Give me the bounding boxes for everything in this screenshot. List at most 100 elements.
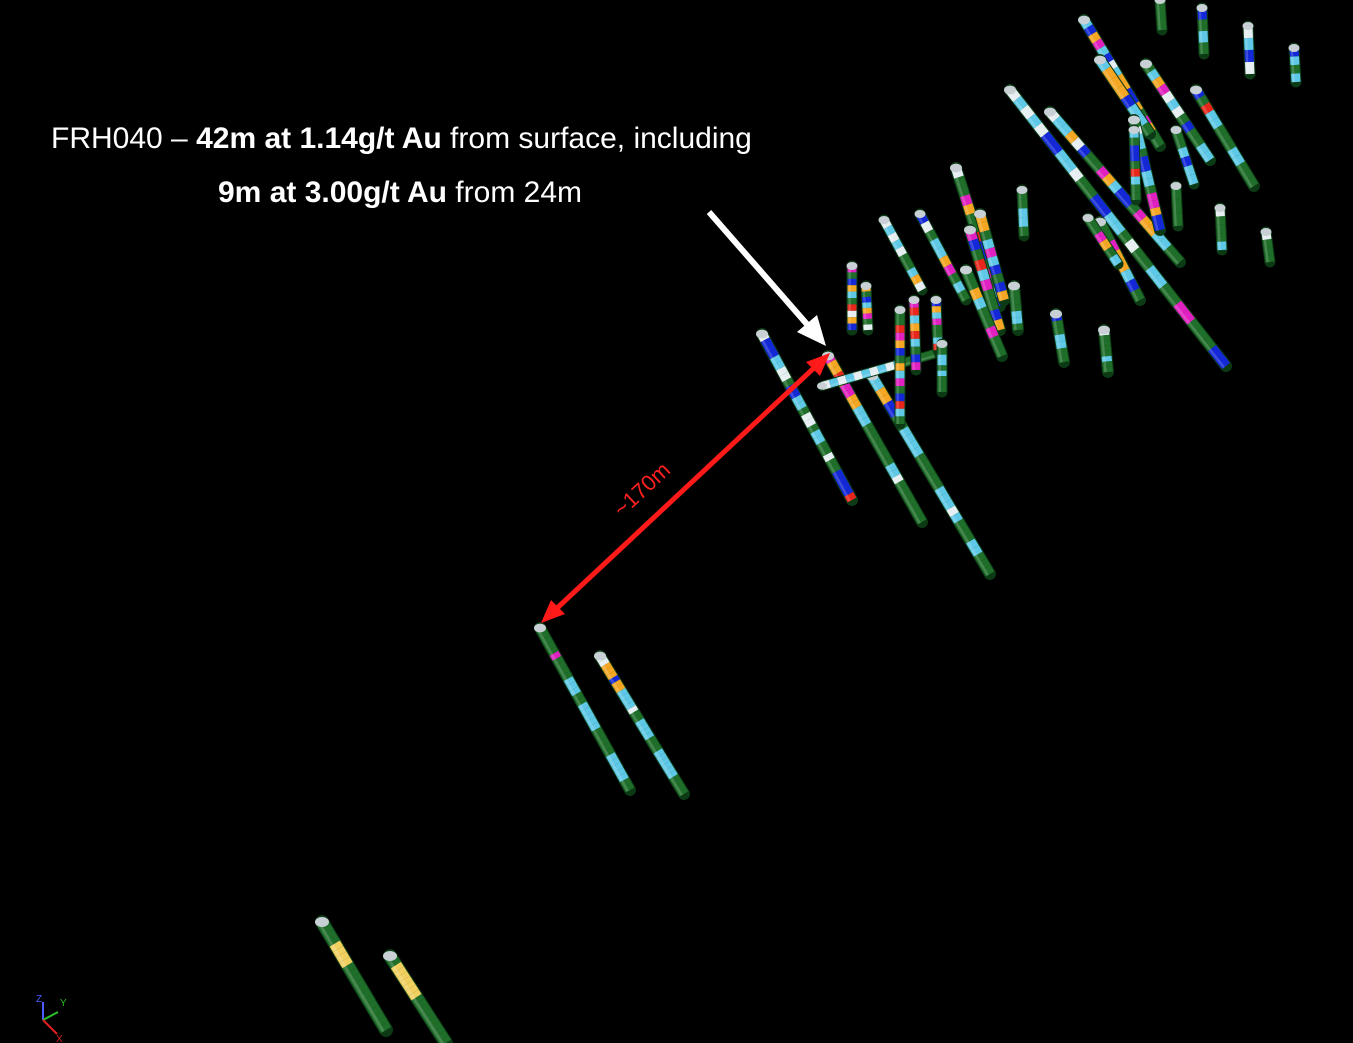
drillhole-interval <box>804 417 817 428</box>
drillhole-trace <box>1140 58 1216 166</box>
drillhole-interval <box>1156 19 1167 31</box>
drillhole-interval <box>1070 137 1085 151</box>
drillhole-interval <box>1102 361 1113 368</box>
drillhole-interval <box>1110 220 1126 236</box>
drillhole-interval <box>891 238 904 251</box>
pointer-arrow <box>706 210 826 346</box>
drillhole-interval <box>942 498 955 511</box>
drillhole-interval <box>598 657 610 668</box>
drillhole-interval <box>1052 115 1067 130</box>
drillhole-interval <box>1075 175 1091 192</box>
drillhole-interval <box>1108 75 1123 91</box>
drillhole-collar <box>1004 85 1016 95</box>
drillhole-interval <box>555 661 567 671</box>
drillhole-interval <box>560 671 573 682</box>
drillhole-interval <box>1061 158 1077 174</box>
drillhole-interval <box>597 736 610 747</box>
drillhole-collar <box>1098 325 1110 335</box>
drillhole-interval <box>1180 155 1193 168</box>
drillhole-interval <box>1196 94 1210 108</box>
drillhole-interval <box>617 772 629 783</box>
drillhole-interval <box>865 427 878 439</box>
drillhole-highlight <box>1290 48 1295 83</box>
drillhole-interval <box>843 387 856 399</box>
drillhole-interval <box>1101 355 1112 362</box>
drillhole-interval <box>875 386 889 399</box>
intercept-included-text: 9m at 3.00g/t Au <box>218 176 447 209</box>
distance-arrow <box>541 353 830 623</box>
drillhole-interval <box>957 289 970 303</box>
drillhole-interval <box>1141 170 1153 180</box>
drillhole-interval <box>642 731 655 741</box>
drillhole-interval <box>760 337 773 348</box>
drillhole-interval <box>411 993 425 1006</box>
drillhole-interval <box>869 433 881 445</box>
drillhole-interval <box>1056 347 1068 356</box>
drillhole-interval <box>374 1016 388 1028</box>
drillhole-interval <box>860 368 872 379</box>
drillhole-collar <box>1140 59 1152 69</box>
drillhole-interval <box>946 505 959 518</box>
drillhole-interval <box>838 480 851 491</box>
drillhole-interval <box>1047 140 1063 156</box>
drillhole-interval <box>1058 123 1073 137</box>
intercept-main-text: 42m at 1.14g/t Au <box>196 122 442 155</box>
drillhole-collar <box>1044 107 1056 117</box>
drillhole-interval <box>1120 94 1136 110</box>
drillhole-interval <box>794 400 807 411</box>
drillhole-interval <box>606 670 618 681</box>
drillhole-interval <box>973 551 987 564</box>
drillhole-interval <box>1222 139 1236 152</box>
drillhole-interval <box>635 718 647 728</box>
drillhole-interval <box>348 972 363 985</box>
drillhole-interval <box>583 711 595 722</box>
drillhole-interval <box>1026 113 1042 129</box>
drillhole-interval <box>1144 184 1157 195</box>
drillhole-interval <box>1186 173 1199 186</box>
drillhole-interval <box>1161 90 1175 104</box>
drillhole-interval <box>653 748 665 758</box>
drillhole-highlight <box>1172 186 1177 227</box>
drillhole-interval <box>405 984 419 996</box>
drillhole-interval <box>627 705 639 715</box>
drillhole-interval <box>656 752 668 763</box>
drillhole-interval <box>336 951 350 963</box>
drillhole-interval <box>603 666 615 676</box>
drillhole-interval <box>920 220 934 234</box>
drillhole-interval <box>983 267 996 280</box>
drillhole-interval <box>903 432 916 445</box>
drillhole-interval <box>611 679 623 689</box>
drillhole-trace <box>1214 202 1228 256</box>
drillhole-interval <box>1163 244 1178 259</box>
drillhole-collar <box>1170 126 1182 134</box>
axis-triad-icon: Z Y X <box>36 994 67 1043</box>
drillhole-interval <box>1099 238 1112 252</box>
drillhole-interval <box>977 268 990 282</box>
drillhole-interval <box>1208 345 1223 361</box>
drillhole-interval <box>637 722 649 732</box>
drillhole-interval <box>632 713 644 724</box>
drillhole-interval <box>1149 206 1162 217</box>
drillhole-interval <box>1019 104 1035 120</box>
drillhole-interval <box>429 1021 443 1033</box>
drillhole-interval <box>810 428 823 440</box>
drillhole-interval <box>883 399 896 412</box>
drillhole-interval <box>1101 173 1116 187</box>
drillhole-collar <box>1050 309 1062 319</box>
drillhole-interval <box>1174 137 1187 150</box>
drillhole-interval <box>859 416 872 428</box>
drillhole-interval <box>1209 116 1223 130</box>
drillhole-interval <box>994 281 1007 293</box>
drillhole-interval <box>1201 336 1217 352</box>
drillhole-interval <box>832 468 844 480</box>
drillhole-interval <box>934 485 948 498</box>
drillhole-interval <box>387 957 401 969</box>
drillhole-highlight <box>932 300 937 351</box>
drillhole-interval <box>883 224 896 237</box>
drillhole-interval <box>614 767 626 778</box>
drillhole-trace <box>908 294 922 376</box>
drillhole-collar <box>960 265 972 275</box>
drillhole-highlight <box>1018 190 1023 237</box>
drillhole-interval <box>580 706 593 717</box>
